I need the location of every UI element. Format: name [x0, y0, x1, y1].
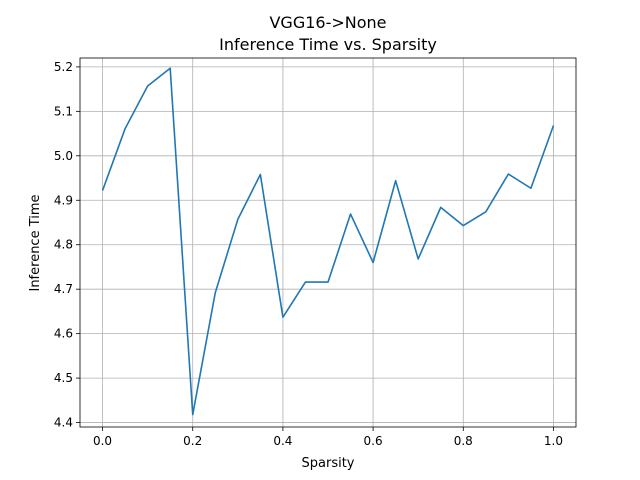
- chart-title: VGG16->None: [269, 13, 386, 32]
- y-tick-label: 4.5: [54, 371, 73, 385]
- x-tick-label: 0.2: [183, 434, 202, 448]
- plot-frame: [79, 57, 577, 428]
- y-tick-label: 4.8: [54, 238, 73, 252]
- y-tick-label: 5.2: [54, 60, 73, 74]
- series-line: [101, 67, 555, 416]
- series-layer: [101, 67, 555, 416]
- x-tick-label: 0.6: [364, 434, 383, 448]
- x-tick-label: 1.0: [544, 434, 563, 448]
- grid: [80, 58, 576, 427]
- y-tick-label: 4.9: [54, 193, 73, 207]
- y-tick-label: 4.6: [54, 327, 73, 341]
- x-axis-label: Sparsity: [302, 456, 355, 471]
- chart-subtitle: Inference Time vs. Sparsity: [219, 35, 437, 54]
- y-tick-label: 5.0: [54, 149, 73, 163]
- x-tick-label: 0.4: [273, 434, 292, 448]
- y-tick-label: 4.4: [54, 416, 73, 430]
- x-tick-label: 0.0: [93, 434, 112, 448]
- axis-ticks: 0.0 0.2 0.4 0.6 0.8 1.0 4.4 4.5 4.6 4.7 4.8 4.9 5.0 5…: [54, 60, 563, 448]
- x-tick-label: 0.8: [454, 434, 473, 448]
- y-axis-label: Inference Time: [28, 194, 43, 291]
- y-tick-label: 5.1: [54, 104, 73, 118]
- y-tick-label: 4.7: [54, 282, 73, 296]
